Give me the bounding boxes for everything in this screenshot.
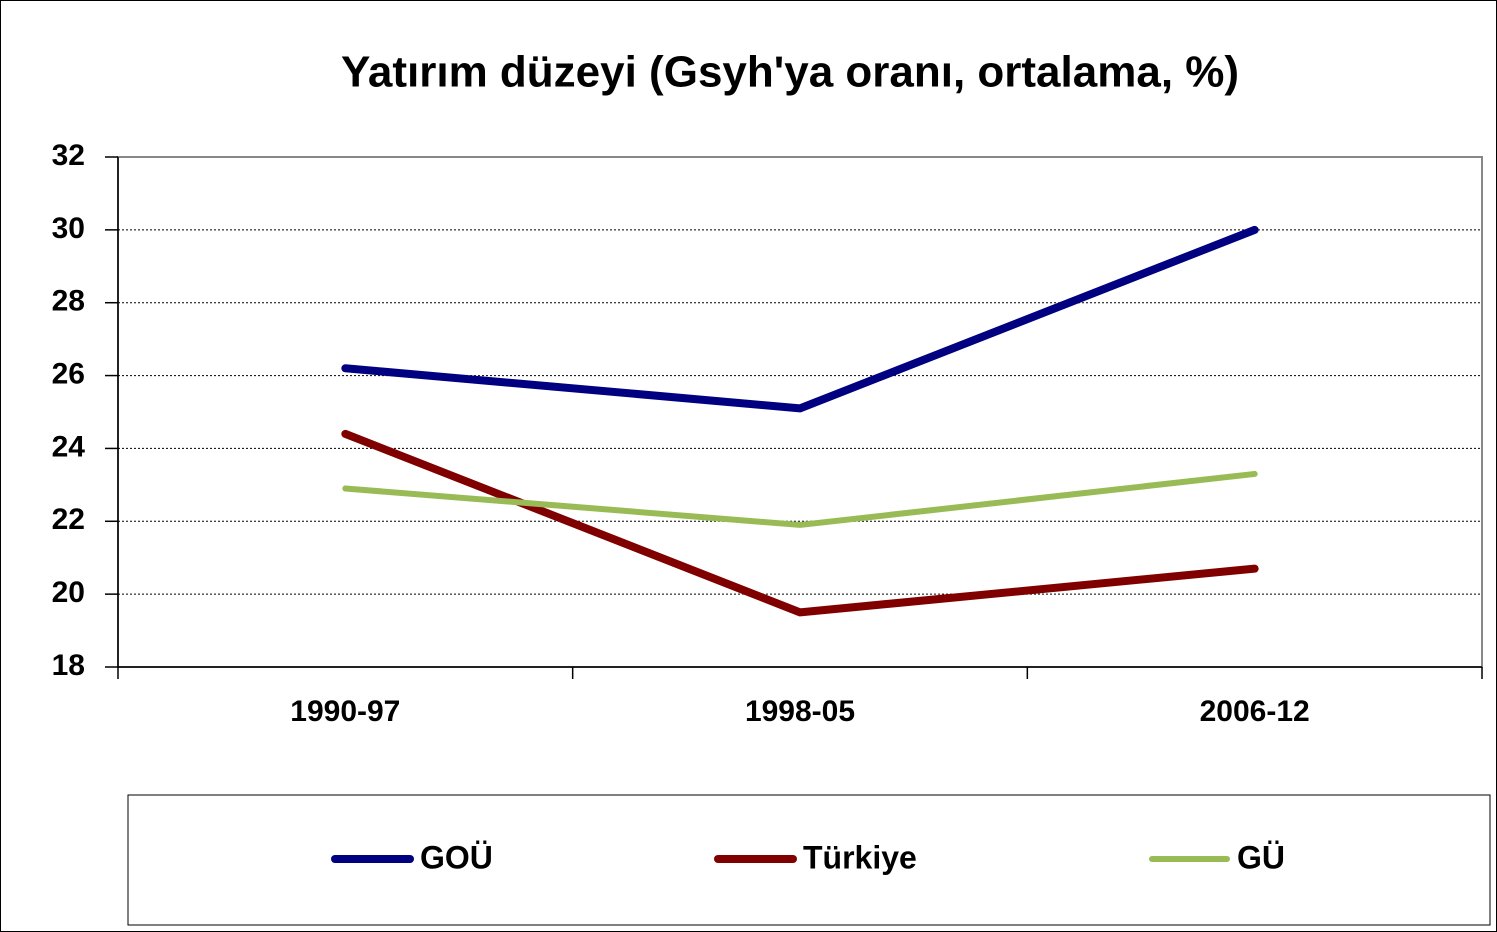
series-line <box>341 429 1259 617</box>
y-tick-label: 28 <box>52 285 85 318</box>
series-line <box>341 225 1259 413</box>
legend-label: Türkiye <box>803 839 917 875</box>
chart-title: Yatırım düzeyi (Gsyh'ya oranı, ortalama,… <box>341 48 1239 97</box>
y-tick-label: 30 <box>52 212 85 245</box>
y-tick-label: 20 <box>52 576 85 609</box>
y-tick-label: 18 <box>52 649 85 682</box>
y-tick-label: 24 <box>52 430 86 463</box>
series-line <box>342 470 1258 528</box>
x-tick-label: 1998-05 <box>745 695 855 728</box>
legend-label: GOÜ <box>420 839 493 875</box>
x-tick-label: 1990-97 <box>290 695 400 728</box>
x-tick-label: 2006-12 <box>1200 695 1310 728</box>
y-tick-label: 22 <box>52 503 85 536</box>
legend-label: GÜ <box>1237 839 1285 875</box>
y-tick-label: 32 <box>52 139 85 172</box>
y-tick-label: 26 <box>52 357 85 390</box>
